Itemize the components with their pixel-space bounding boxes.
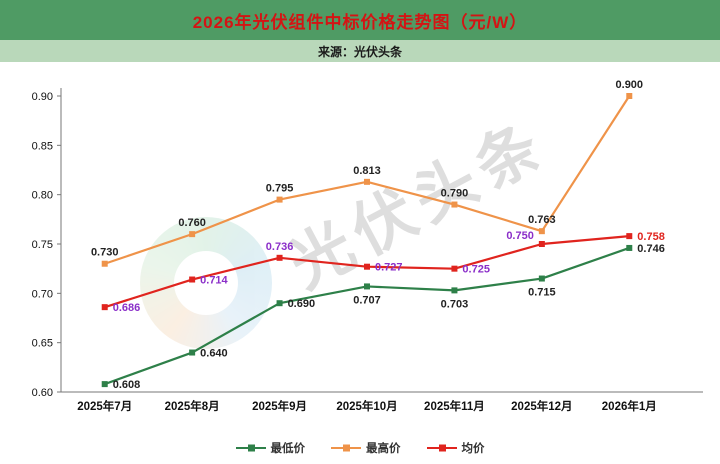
- legend-marker-icon-max: [331, 444, 361, 452]
- legend-item-avg: 均价: [426, 440, 485, 456]
- y-axis-tick-label: 0.85: [32, 140, 53, 152]
- legend-item-min: 最低价: [235, 440, 306, 456]
- data-point-max: [276, 196, 283, 203]
- data-label-avg: 0.725: [462, 264, 490, 276]
- data-point-avg: [189, 276, 196, 283]
- chart-legend: 最低价 最高价 均价: [0, 440, 720, 456]
- y-axis-tick-label: 0.80: [32, 190, 53, 202]
- legend-item-max: 最高价: [331, 440, 401, 456]
- source-label: 来源：光伏头条: [317, 44, 402, 59]
- data-label-min: 0.703: [441, 298, 469, 310]
- x-axis-label: 2025年10月: [336, 399, 397, 413]
- data-label-max: 0.790: [441, 188, 469, 200]
- data-point-avg: [101, 304, 108, 311]
- data-label-avg: 0.714: [200, 275, 228, 287]
- data-label-avg: 0.758: [637, 231, 665, 243]
- x-axis-label: 2026年1月: [602, 399, 657, 413]
- legend-marker-icon-min: [235, 444, 266, 452]
- watermark-logo-icon: [140, 217, 272, 349]
- data-label-min: 0.640: [200, 348, 228, 360]
- y-axis-tick-label: 0.70: [32, 288, 53, 300]
- data-point-max: [101, 260, 108, 267]
- data-point-min: [451, 287, 458, 294]
- data-point-avg: [276, 254, 283, 261]
- data-label-min: 0.690: [288, 298, 316, 310]
- data-label-max: 0.760: [178, 217, 206, 229]
- x-axis-label: 2025年12月: [511, 399, 572, 413]
- legend-label: 均价: [461, 443, 485, 455]
- data-label-min: 0.707: [353, 294, 381, 306]
- chart-area: 光伏头条 0.60 0.65 0.70 0.75 0.80 0.85 0.90 2025年7月…: [0, 62, 720, 464]
- x-axis-label: 2025年11月: [424, 399, 485, 413]
- data-point-avg: [364, 263, 370, 270]
- y-axis-tick-label: 0.75: [32, 239, 53, 251]
- y-axis-tick-label: 0.65: [32, 338, 53, 350]
- y-axis-tick-label: 0.90: [32, 91, 53, 103]
- data-point-min: [626, 244, 633, 251]
- data-point-min: [364, 283, 370, 290]
- page-title: 2026年光伏组件中标价格走势图（元/W）: [192, 12, 528, 32]
- data-label-max: 0.900: [616, 79, 644, 91]
- data-label-min: 0.608: [113, 379, 141, 391]
- price-trend-line-chart: 0.60 0.65 0.70 0.75 0.80 0.85 0.90 2025年7月 2025年…: [32, 79, 703, 413]
- data-label-avg: 0.750: [506, 230, 534, 242]
- data-label-avg: 0.727: [375, 262, 403, 274]
- data-point-min: [276, 300, 283, 307]
- data-label-max: 0.730: [91, 247, 119, 259]
- data-label-max: 0.795: [266, 183, 294, 195]
- data-label-min: 0.746: [637, 243, 665, 255]
- data-point-avg: [626, 233, 633, 240]
- y-axis-tick-label: 0.60: [32, 387, 53, 399]
- data-label-avg: 0.736: [266, 241, 294, 253]
- data-point-max: [189, 231, 196, 238]
- data-point-max: [538, 228, 545, 235]
- data-point-min: [189, 349, 196, 356]
- data-label-min: 0.715: [528, 287, 556, 299]
- data-label-max: 0.763: [528, 214, 556, 226]
- data-point-max: [364, 178, 370, 185]
- legend-marker-icon-avg: [426, 444, 457, 452]
- legend-label: 最低价: [270, 443, 306, 455]
- data-point-avg: [538, 241, 545, 247]
- data-label-max: 0.813: [353, 165, 381, 177]
- legend-label: 最高价: [366, 443, 401, 455]
- data-point-max: [626, 93, 633, 99]
- data-point-avg: [451, 265, 458, 272]
- data-point-min: [538, 275, 545, 282]
- title-bar: 2026年光伏组件中标价格走势图（元/W）: [0, 0, 720, 40]
- x-axis-label: 2025年8月: [165, 399, 220, 413]
- source-bar: 来源：光伏头条: [0, 40, 720, 62]
- data-point-min: [101, 381, 108, 388]
- x-axis-label: 2025年9月: [252, 399, 307, 413]
- x-axis-label: 2025年7月: [77, 399, 132, 413]
- data-label-avg: 0.686: [113, 302, 141, 314]
- data-point-max: [451, 201, 458, 208]
